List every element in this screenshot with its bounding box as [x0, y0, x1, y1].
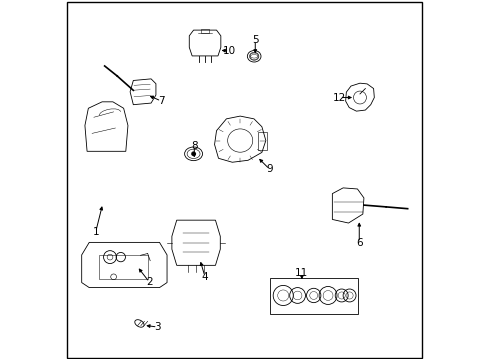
- Text: 7: 7: [158, 96, 164, 106]
- Text: 8: 8: [191, 141, 197, 151]
- Text: 1: 1: [92, 227, 99, 237]
- Circle shape: [191, 152, 195, 156]
- Text: 10: 10: [223, 46, 236, 56]
- Text: 9: 9: [266, 164, 272, 174]
- Text: 6: 6: [355, 238, 362, 248]
- Text: 11: 11: [295, 268, 308, 278]
- Text: 2: 2: [146, 277, 152, 287]
- Text: 5: 5: [251, 35, 258, 45]
- Text: 3: 3: [154, 322, 161, 332]
- Text: 12: 12: [332, 93, 346, 103]
- Text: 4: 4: [202, 272, 208, 282]
